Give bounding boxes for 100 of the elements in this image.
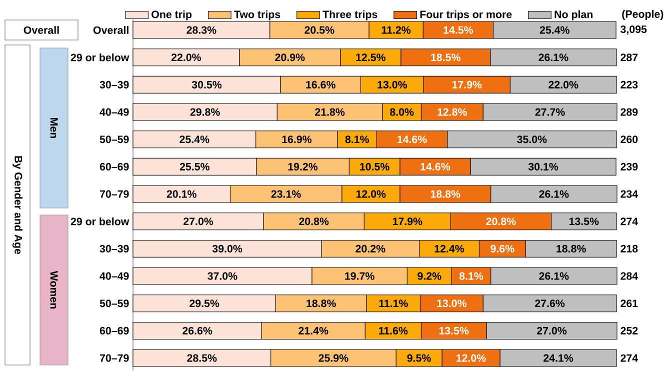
legend-label: Two trips	[234, 10, 280, 20]
data-label: 35.0%	[517, 136, 547, 144]
data-label: 14.6%	[420, 162, 450, 170]
y-tick-label: Overall	[93, 26, 128, 34]
data-label: 20.5%	[304, 26, 334, 34]
data-label: 17.9%	[452, 80, 482, 88]
text: 260	[620, 136, 638, 144]
data-label: 26.6%	[182, 326, 212, 334]
legend-label: One trip	[152, 10, 192, 20]
data-label: 13.5%	[569, 218, 599, 226]
data-label: 13.0%	[437, 300, 466, 308]
data-label: 25.5%	[180, 162, 210, 170]
y-tick-label: 30–39	[100, 244, 129, 252]
data-label: 11.6%	[378, 326, 408, 334]
data-label: 11.2%	[382, 26, 411, 34]
data-label: 21.8%	[315, 108, 345, 116]
data-label: 20.9%	[275, 54, 305, 62]
data-label: 8.1%	[345, 136, 369, 144]
data-label: 13.5%	[439, 326, 469, 334]
data-label: 20.8%	[299, 218, 329, 226]
data-label: 20.8%	[486, 218, 516, 226]
y-tick-label: 60–69	[100, 326, 129, 334]
data-label: 22.0%	[171, 54, 202, 62]
text: 261	[620, 300, 638, 308]
data-label: 29.8%	[190, 108, 220, 116]
data-label: 12.5%	[356, 54, 386, 62]
y-tick-label: 29 or below	[70, 53, 130, 62]
text: 284	[620, 272, 638, 280]
data-label: 16.6%	[306, 80, 336, 88]
data-label: 8.0%	[390, 108, 414, 116]
y-tick-label: 30–39	[100, 80, 129, 88]
data-label: 27.6%	[535, 300, 565, 308]
y-tick-label: 40–49	[100, 272, 129, 280]
data-label: 18.5%	[431, 54, 460, 62]
data-label: 19.7%	[345, 272, 374, 280]
y-tick-label: 50–59	[100, 300, 129, 308]
y-tick-label: 50–59	[100, 136, 129, 144]
y-tick-label: 40–49	[100, 108, 129, 116]
data-label: 29.5%	[190, 300, 220, 308]
data-label: 26.1%	[539, 272, 569, 280]
data-label: 12.8%	[438, 108, 467, 116]
data-label: 12.4%	[434, 244, 464, 252]
data-label: 28.5%	[187, 354, 217, 362]
text: 223	[620, 80, 638, 88]
data-label: 18.8%	[430, 190, 460, 198]
data-label: 14.5%	[444, 26, 474, 34]
data-label: 24.1%	[544, 354, 574, 362]
text: 218	[620, 244, 638, 252]
data-label: 22.0%	[548, 80, 578, 88]
legend-label: Four trips or more	[420, 10, 512, 20]
text: (People)	[622, 10, 664, 20]
data-label: 16.9%	[282, 136, 312, 144]
y-tick-label: 70–79	[100, 190, 129, 198]
data-label: 28.3%	[186, 26, 216, 34]
data-label: 37.0%	[208, 272, 238, 280]
text: Men	[50, 118, 58, 138]
data-label: 27.0%	[184, 218, 214, 226]
data-label: 26.1%	[539, 190, 569, 198]
data-label: 17.9%	[392, 218, 422, 226]
data-label: 25.9%	[318, 354, 348, 362]
text: 3,095	[620, 25, 647, 35]
data-label: 20.2%	[356, 244, 386, 252]
data-label: 9.5%	[407, 354, 431, 362]
data-label: 30.1%	[528, 162, 558, 170]
data-label: 9.6%	[490, 244, 514, 252]
data-label: 9.2%	[418, 272, 442, 280]
text: 239	[620, 162, 638, 170]
data-label: 27.7%	[535, 108, 565, 116]
data-label: 39.0%	[212, 244, 242, 252]
text: 289	[620, 108, 638, 116]
legend-label: Three trips	[322, 10, 378, 20]
data-label: 18.8%	[556, 244, 586, 252]
text: 287	[620, 54, 638, 62]
y-tick-label: 60–69	[100, 162, 129, 170]
data-label: 23.1%	[271, 190, 301, 198]
text: 234	[620, 190, 638, 198]
data-label: 14.6%	[398, 136, 427, 144]
text: 274	[620, 354, 638, 362]
data-label: 25.4%	[540, 26, 570, 34]
data-label: 12.0%	[456, 354, 486, 362]
y-tick-label: 29 or below	[70, 217, 130, 226]
legend-label: No plan	[554, 10, 592, 20]
text: 274	[620, 218, 638, 226]
data-label: 30.5%	[192, 80, 222, 88]
data-label: 20.1%	[166, 190, 196, 198]
text: 252	[620, 326, 638, 334]
y-tick-label: 70–79	[100, 354, 129, 362]
text: Women	[50, 270, 58, 308]
data-label: 12.0%	[356, 190, 386, 198]
data-label: 27.0%	[536, 326, 567, 334]
data-label: 8.1%	[459, 272, 484, 280]
text: By Gender and Age	[12, 156, 22, 254]
data-label: 13.0%	[378, 80, 408, 88]
data-label: 19.2%	[288, 162, 318, 170]
data-label: 21.4%	[298, 326, 328, 334]
data-label: 10.5%	[360, 162, 390, 170]
data-label: 18.8%	[306, 300, 336, 308]
data-label: 11.1%	[379, 300, 408, 308]
data-label: 26.1%	[538, 54, 568, 62]
data-label: 25.4%	[180, 136, 210, 144]
